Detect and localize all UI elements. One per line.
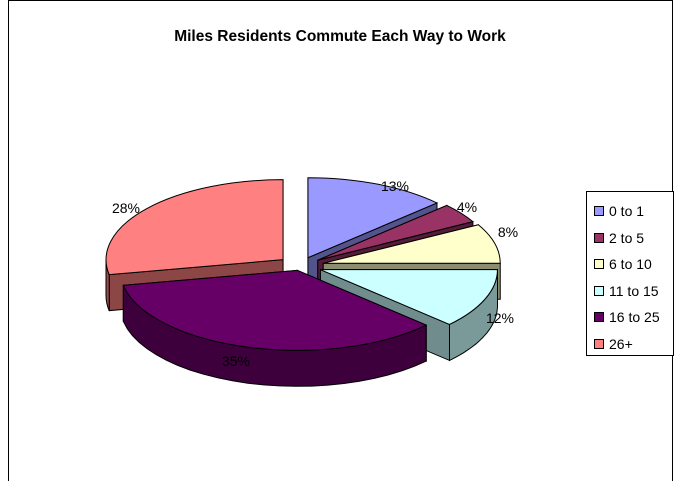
pie-top-faces [105, 177, 501, 351]
pie-slice-0 [307, 177, 439, 259]
legend-label: 0 to 1 [609, 203, 645, 220]
legend-swatch [594, 232, 604, 243]
legend-item: 16 to 25 [594, 304, 673, 331]
pie-slice-5 [105, 179, 284, 276]
legend: 0 to 1 2 to 5 6 to 10 11 to 15 16 to 25 26+ [586, 191, 674, 356]
legend-label: 26+ [609, 335, 633, 352]
data-label: 35% [222, 353, 250, 369]
legend-swatch [594, 338, 604, 349]
legend-label: 2 to 5 [609, 229, 645, 246]
data-label: 8% [498, 224, 518, 240]
pie-slice-3 [320, 269, 498, 325]
legend-swatch [594, 206, 604, 217]
data-label: 28% [112, 200, 140, 216]
legend-label: 11 to 15 [609, 282, 659, 299]
data-label: 12% [486, 310, 514, 326]
data-label: 4% [457, 199, 477, 215]
legend-item: 2 to 5 [594, 225, 673, 252]
legend-label: 6 to 10 [609, 256, 652, 273]
data-label: 13% [381, 178, 409, 194]
chart-title: Miles Residents Commute Each Way to Work [174, 28, 506, 45]
pie-slice-4 [122, 269, 428, 351]
legend-label: 16 to 25 [609, 309, 660, 326]
legend-item: 26+ [594, 331, 673, 358]
pie-slice-1 [317, 204, 474, 261]
legend-swatch [594, 285, 604, 296]
legend-item: 6 to 10 [594, 251, 673, 278]
pie-slice-2 [323, 224, 501, 264]
legend-item: 0 to 1 [594, 198, 673, 225]
legend-item: 11 to 15 [594, 278, 673, 305]
legend-swatch [594, 259, 604, 270]
legend-swatch [594, 312, 604, 323]
